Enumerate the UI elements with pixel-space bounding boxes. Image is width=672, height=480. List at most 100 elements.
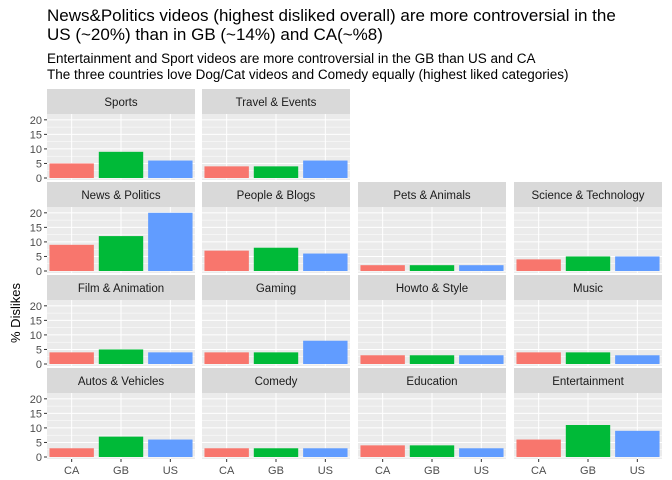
x-tick-label: GB (268, 465, 284, 477)
bar-ca (204, 250, 249, 271)
y-tick-label: 5 (36, 344, 42, 356)
facet-panel: Science & Technology (514, 182, 662, 273)
facet-title: Film & Animation (78, 283, 164, 295)
y-tick-label: 20 (30, 394, 42, 406)
bar-gb (253, 448, 299, 457)
facet-strip (514, 275, 662, 300)
x-tick-label: GB (580, 465, 596, 477)
bar-gb (565, 352, 611, 364)
facet-panel: Pets & Animals (358, 182, 506, 273)
facet-panel: Film & Animation 0 5 10 15 20 (30, 275, 195, 371)
title-line-1: News&Politics videos (highest disliked o… (47, 6, 616, 25)
bar-us (459, 448, 504, 457)
bar-ca (49, 163, 94, 178)
facet-title: Pets & Animals (393, 190, 471, 202)
bar-gb (98, 436, 144, 457)
facet-panel: Entertainment CA GB US (514, 368, 662, 477)
bar-us (459, 355, 504, 364)
y-tick-label: 0 (36, 173, 42, 185)
bar-us (148, 439, 193, 457)
bar-us (303, 253, 348, 271)
facet-strip (358, 182, 506, 207)
x-tick-label: US (318, 465, 333, 477)
y-tick-label: 5 (36, 158, 42, 170)
y-tick-label: 20 (30, 208, 42, 220)
x-tick-label: GB (113, 465, 129, 477)
facet-strip (358, 368, 506, 393)
facet-strip (202, 182, 350, 207)
facet-strip (514, 182, 662, 207)
x-tick-label: US (163, 465, 178, 477)
facet-panel: People & Blogs (202, 182, 350, 273)
facet-title: People & Blogs (237, 190, 316, 202)
bar-gb (98, 349, 144, 364)
facet-strip (202, 89, 350, 114)
bar-ca (204, 352, 249, 364)
facet-strip (358, 275, 506, 300)
facet-panel: Gaming (202, 275, 350, 366)
bar-ca (49, 448, 94, 457)
bar-gb (409, 445, 455, 457)
facet-panel: Sports 0 5 10 15 20 (30, 89, 195, 185)
title-line-2: US (~20%) than in GB (~14%) and CA(~%8) (47, 25, 383, 44)
bar-gb (98, 236, 144, 271)
facet-title: Sports (104, 97, 137, 109)
x-tick-label: US (474, 465, 489, 477)
y-tick-label: 0 (36, 452, 42, 464)
facet-strip (202, 275, 350, 300)
bar-ca (516, 352, 561, 364)
bar-ca (360, 265, 405, 271)
bar-us (148, 352, 193, 364)
y-tick-label: 10 (30, 144, 42, 156)
bar-us (148, 212, 193, 271)
facet-title: Gaming (256, 283, 296, 295)
bar-ca (516, 439, 561, 457)
bar-us (303, 160, 348, 178)
bar-us (615, 256, 660, 271)
y-tick-label: 15 (30, 129, 42, 141)
facet-title: Comedy (255, 376, 298, 388)
x-tick-label: CA (531, 465, 547, 477)
bar-gb (565, 425, 611, 457)
y-axis-label: % Dislikes (8, 283, 23, 343)
bar-us (459, 265, 504, 271)
y-tick-label: 0 (36, 266, 42, 278)
bar-us (303, 340, 348, 364)
facet-strip (47, 368, 195, 393)
facet-title: Science & Technology (532, 190, 645, 202)
y-tick-label: 10 (30, 330, 42, 342)
facet-title: Autos & Vehicles (78, 376, 165, 388)
bar-ca (204, 166, 249, 178)
subtitle-line-2: The three countries love Dog/Cat videos … (47, 67, 569, 82)
x-tick-label: CA (219, 465, 235, 477)
x-tick-label: US (630, 465, 645, 477)
bar-us (615, 355, 660, 364)
bar-gb (98, 151, 144, 178)
bar-us (303, 448, 348, 457)
x-tick-label: CA (64, 465, 80, 477)
y-tick-label: 15 (30, 408, 42, 420)
x-tick-label: CA (375, 465, 391, 477)
facet-panel: Autos & Vehicles 0 5 10 15 20 CA GB US (30, 368, 195, 477)
x-tick-label: GB (424, 465, 440, 477)
facet-panel: Music (514, 275, 662, 366)
y-tick-label: 0 (36, 359, 42, 371)
y-tick-label: 20 (30, 115, 42, 127)
bar-us (148, 160, 193, 178)
facet-title: Howto & Style (396, 283, 468, 295)
facet-title: Travel & Events (236, 97, 317, 109)
facet-strip (47, 182, 195, 207)
facet-strip (47, 275, 195, 300)
y-tick-label: 15 (30, 315, 42, 327)
bar-ca (360, 355, 405, 364)
bar-us (615, 430, 660, 457)
bar-gb (409, 355, 455, 364)
bar-ca (204, 448, 249, 457)
subtitle-line-1: Entertainment and Sport videos are more … (47, 51, 536, 66)
bar-gb (409, 265, 455, 271)
facet-title: Entertainment (552, 376, 624, 388)
facet-strip (47, 89, 195, 114)
bar-gb (253, 247, 299, 271)
facet-panel: Howto & Style (358, 275, 506, 366)
